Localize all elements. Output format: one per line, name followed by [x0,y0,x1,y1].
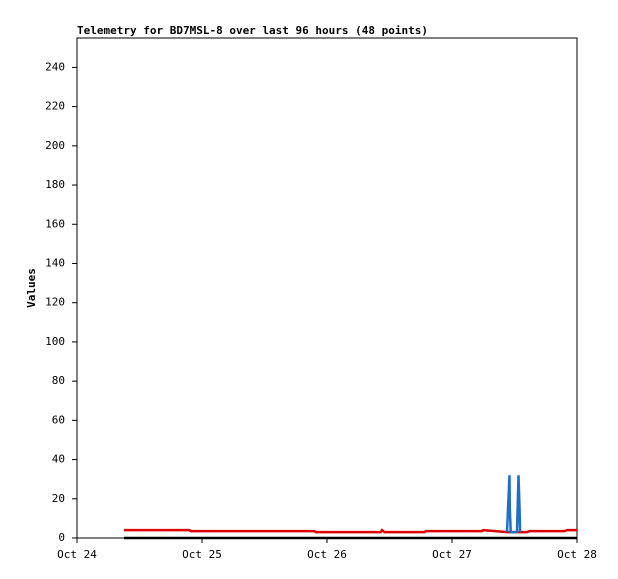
y-tick-label: 200 [45,139,65,152]
y-tick-label: 160 [45,217,65,230]
x-tick-label: Oct 28 [557,548,597,561]
y-tick-label: 100 [45,335,65,348]
y-tick-label: 120 [45,296,65,309]
series-line [505,475,522,534]
plot-frame [76,37,578,539]
y-tick-label: 60 [52,413,65,426]
y-tick-label: 140 [45,256,65,269]
y-tick-label: 220 [45,100,65,113]
y-tick-label: 20 [52,492,65,505]
x-tick-label: Oct 25 [182,548,222,561]
x-tick-label: Oct 27 [432,548,472,561]
y-tick-label: 0 [58,531,65,544]
y-tick-label: 240 [45,60,65,73]
y-tick-label: 180 [45,178,65,191]
y-tick-label: 40 [52,453,65,466]
chart-title: Telemetry for BD7MSL-8 over last 96 hour… [77,24,428,37]
x-tick-label: Oct 24 [57,548,97,561]
x-tick-label: Oct 26 [307,548,347,561]
series-line [124,528,577,534]
y-axis-label: Values [25,268,38,308]
y-tick-label: 80 [52,374,65,387]
